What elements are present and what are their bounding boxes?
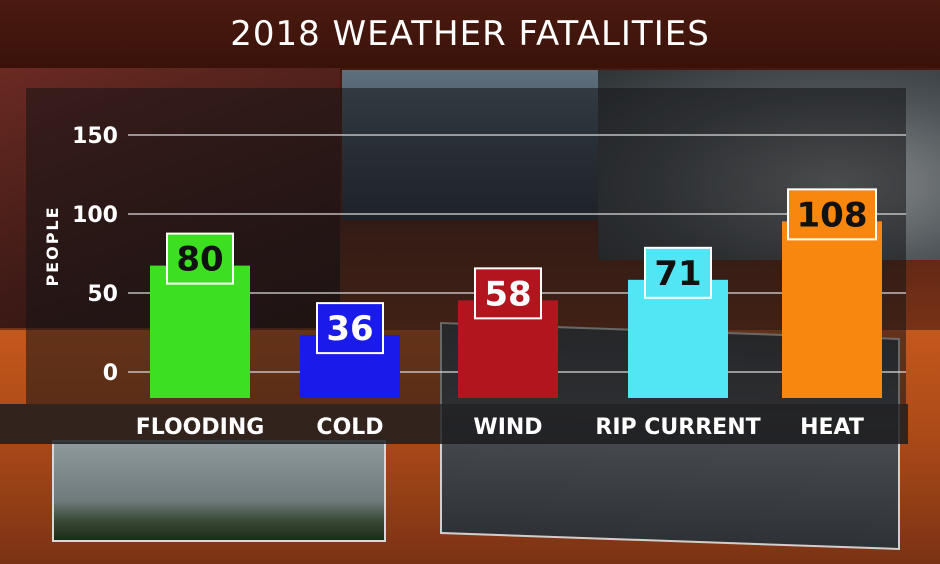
tornado-photo xyxy=(52,440,386,542)
category-label: COLD xyxy=(316,415,383,440)
value-label: 71 xyxy=(654,254,701,294)
title-bar: 2018 WEATHER FATALITIES xyxy=(0,0,940,68)
category-label: FLOODING xyxy=(136,415,265,440)
y-axis-label: PEOPLE xyxy=(43,205,62,286)
bars: 80 36 58 71 108 xyxy=(150,188,882,398)
bar-flooding xyxy=(150,265,250,398)
category-label-band xyxy=(0,404,908,444)
category-label: WIND xyxy=(473,415,542,440)
y-tick-label: 100 xyxy=(72,203,118,228)
value-box xyxy=(166,232,234,285)
y-tick-label: 0 xyxy=(103,361,118,386)
y-tick-label: 150 xyxy=(72,124,118,149)
y-axis-ticks: 0 50 100 150 xyxy=(72,124,118,386)
chart-title: 2018 WEATHER FATALITIES xyxy=(230,14,710,54)
y-tick-label: 50 xyxy=(87,282,118,307)
value-box xyxy=(474,267,542,320)
category-label: RIP CURRENT xyxy=(595,415,760,440)
value-box xyxy=(787,188,877,241)
value-label: 80 xyxy=(176,240,223,280)
value-label: 36 xyxy=(326,309,373,349)
bar-rip-current xyxy=(628,279,728,398)
bar-heat xyxy=(782,221,882,398)
category-label: HEAT xyxy=(800,415,864,440)
value-label: 58 xyxy=(484,274,531,314)
value-box xyxy=(644,246,712,299)
value-label: 108 xyxy=(797,195,868,235)
category-labels: FLOODING COLD WIND RIP CURRENT HEAT xyxy=(136,415,864,440)
value-box xyxy=(316,302,384,355)
